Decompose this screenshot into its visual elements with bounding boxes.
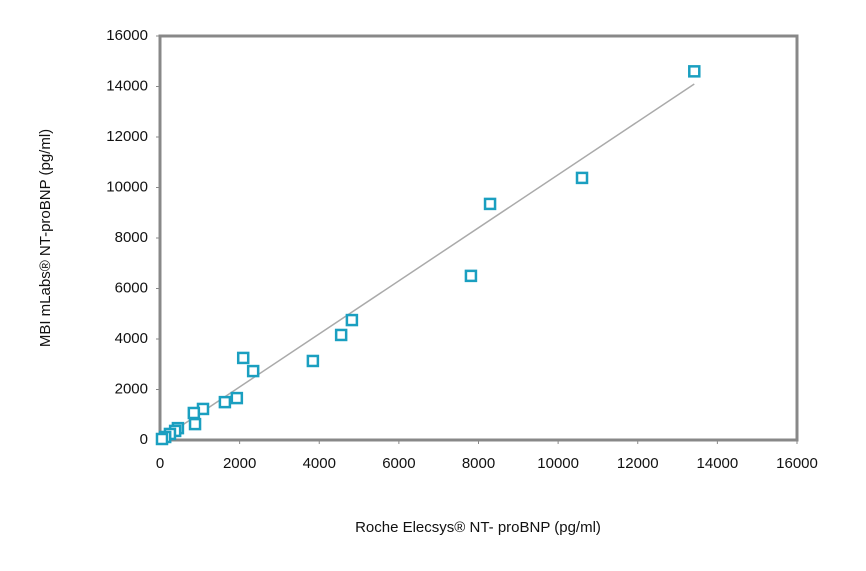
x-tick-label: 8000 xyxy=(462,455,495,472)
point xyxy=(155,432,169,446)
y-tick-label: 0 xyxy=(140,431,148,448)
x-tick-label: 12000 xyxy=(617,455,659,472)
point xyxy=(483,197,497,211)
x-tick-label: 10000 xyxy=(537,455,579,472)
x-tick-label: 2000 xyxy=(223,455,256,472)
plot-frame xyxy=(158,34,799,442)
x-axis-label: Roche Elecsys® NT- proBNP (pg/ml) xyxy=(355,519,601,536)
point xyxy=(345,313,359,327)
point xyxy=(688,65,701,78)
x-tick-label: 14000 xyxy=(697,455,739,472)
point xyxy=(218,395,232,409)
point xyxy=(334,328,348,342)
point xyxy=(188,417,202,431)
y-tick-label: 10000 xyxy=(106,178,148,195)
y-tick-label: 6000 xyxy=(115,279,148,296)
y-tick-label: 8000 xyxy=(115,229,148,246)
x-tick-label: 4000 xyxy=(303,455,336,472)
y-tick-label: 12000 xyxy=(106,128,148,145)
point xyxy=(230,391,244,405)
point xyxy=(246,364,260,378)
trendline xyxy=(159,83,695,441)
point xyxy=(575,171,589,185)
point xyxy=(464,269,478,283)
y-axis-label: MBI mLabs® NT-proBNP (pg/ml) xyxy=(37,129,54,347)
point xyxy=(236,351,250,365)
y-tick-label: 14000 xyxy=(106,77,148,94)
y-tick-label: 2000 xyxy=(115,380,148,397)
x-tick-label: 16000 xyxy=(776,455,818,472)
y-tick-label: 4000 xyxy=(115,330,148,347)
y-tick-label: 16000 xyxy=(106,27,148,44)
x-tick-label: 6000 xyxy=(382,455,415,472)
x-tick-label: 0 xyxy=(156,455,164,472)
point xyxy=(187,406,201,420)
point xyxy=(306,354,320,368)
